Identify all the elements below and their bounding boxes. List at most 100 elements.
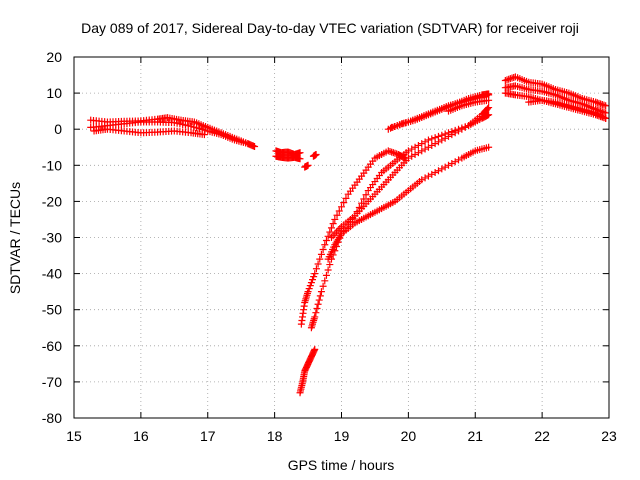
data-point [485, 111, 493, 119]
data-point-interp [451, 158, 459, 166]
data-point-interp [314, 260, 322, 268]
data-point [311, 270, 319, 278]
data-point-interp [306, 282, 314, 290]
data-point-interp [312, 309, 320, 317]
data-point-interp [322, 237, 330, 245]
data-point [485, 104, 493, 112]
data-point-interp [313, 304, 321, 312]
data-point-interp [389, 149, 397, 157]
y-tick-labels: 20 10 0 -10 -20 -30 -40 -50 -60 -70 -80 [42, 49, 62, 426]
x-tick-label: 17 [200, 428, 216, 444]
data-point-interp [307, 279, 315, 287]
series-arc-c5 [327, 104, 493, 241]
data-point [304, 161, 312, 169]
data-point-interp [597, 100, 605, 108]
data-point-interp [600, 101, 608, 109]
x-tick-label: 15 [66, 428, 82, 444]
data-point-interp [342, 194, 350, 202]
data-point [244, 140, 252, 148]
data-point-interp [431, 140, 439, 148]
ticks [73, 56, 610, 419]
data-point [317, 288, 325, 296]
data-point-interp [314, 300, 322, 308]
series-arc-c3 [307, 111, 493, 332]
data-point [331, 215, 339, 223]
series-arc-c4 [324, 143, 493, 263]
data-point-interp [418, 147, 426, 155]
data-point-interp [338, 203, 345, 211]
data-point-interp [431, 169, 439, 177]
chart-title: Day 089 of 2017, Sidereal Day-to-day VTE… [81, 20, 579, 36]
series-arc-c1 [296, 345, 319, 397]
data-point-interp [484, 105, 492, 113]
data-point-interp [326, 228, 334, 236]
data-point-interp [448, 159, 456, 167]
x-tick-label: 23 [601, 428, 617, 444]
x-tick-label: 21 [467, 428, 483, 444]
data-point-interp [335, 207, 343, 215]
series-arc-e1 [501, 73, 610, 110]
data-point [251, 143, 259, 151]
y-tick-label: -40 [42, 266, 62, 282]
series-arc-b3 [301, 161, 312, 171]
data-point-interp [411, 143, 419, 151]
y-tick-label: -60 [42, 338, 62, 354]
x-tick-label: 18 [267, 428, 283, 444]
series-arc-e4 [525, 96, 610, 122]
data-point-interp [595, 99, 603, 107]
x-tick-label: 22 [534, 428, 550, 444]
data-point-interp [310, 273, 318, 281]
data-point-interp [438, 136, 446, 144]
data-point-interp [424, 172, 432, 180]
data-point-interp [421, 145, 429, 153]
data-point [501, 76, 509, 84]
data-point-interp [329, 220, 337, 228]
data-point-interp [391, 149, 399, 157]
data-point [321, 241, 329, 249]
data-point [312, 150, 320, 158]
data-point [592, 98, 600, 106]
data-point-interp [505, 75, 513, 83]
data-point [296, 155, 304, 163]
data-point-interp [414, 149, 422, 157]
series-arc-e2 [501, 82, 610, 117]
data-point-interp [408, 152, 416, 160]
data-point-interp [312, 265, 320, 273]
series-arc-b4 [309, 150, 320, 160]
data-point [311, 345, 319, 353]
data-point [438, 165, 446, 173]
data-point-interp [593, 99, 601, 107]
data-point-interp [362, 191, 370, 199]
data-point-interp [434, 167, 442, 175]
data-point-interp [598, 101, 606, 109]
data-point [424, 143, 432, 151]
data-point-interp [322, 271, 330, 279]
data-point-interp [333, 211, 341, 219]
data-point-interp [408, 145, 416, 153]
data-point-interp [326, 261, 334, 269]
data-point-interp [305, 285, 313, 293]
y-tick-label: -50 [42, 302, 62, 318]
y-axis-label: SDTVAR / TECUs [7, 182, 23, 294]
y-tick-label: -10 [42, 157, 62, 173]
data-point-interp [431, 134, 439, 142]
data-point [200, 131, 208, 139]
data-point-interp [327, 224, 335, 232]
y-tick-label: 20 [46, 49, 62, 65]
data-point [602, 114, 610, 122]
data-point-interp [411, 150, 419, 158]
data-point-interp [319, 282, 327, 290]
data-point-interp [484, 111, 492, 119]
y-tick-label: -30 [42, 230, 62, 246]
data-point [602, 102, 610, 110]
y-tick-label: 10 [46, 85, 62, 101]
data-point [424, 136, 432, 144]
y-tick-label: -80 [42, 410, 62, 426]
data-point [485, 96, 493, 104]
data-point-interp [506, 75, 514, 83]
y-tick-label: 0 [54, 121, 62, 137]
x-tick-labels: 15 16 17 18 19 20 21 22 23 [66, 428, 617, 444]
data-point-interp [319, 246, 327, 254]
data-point-interp [503, 76, 511, 84]
